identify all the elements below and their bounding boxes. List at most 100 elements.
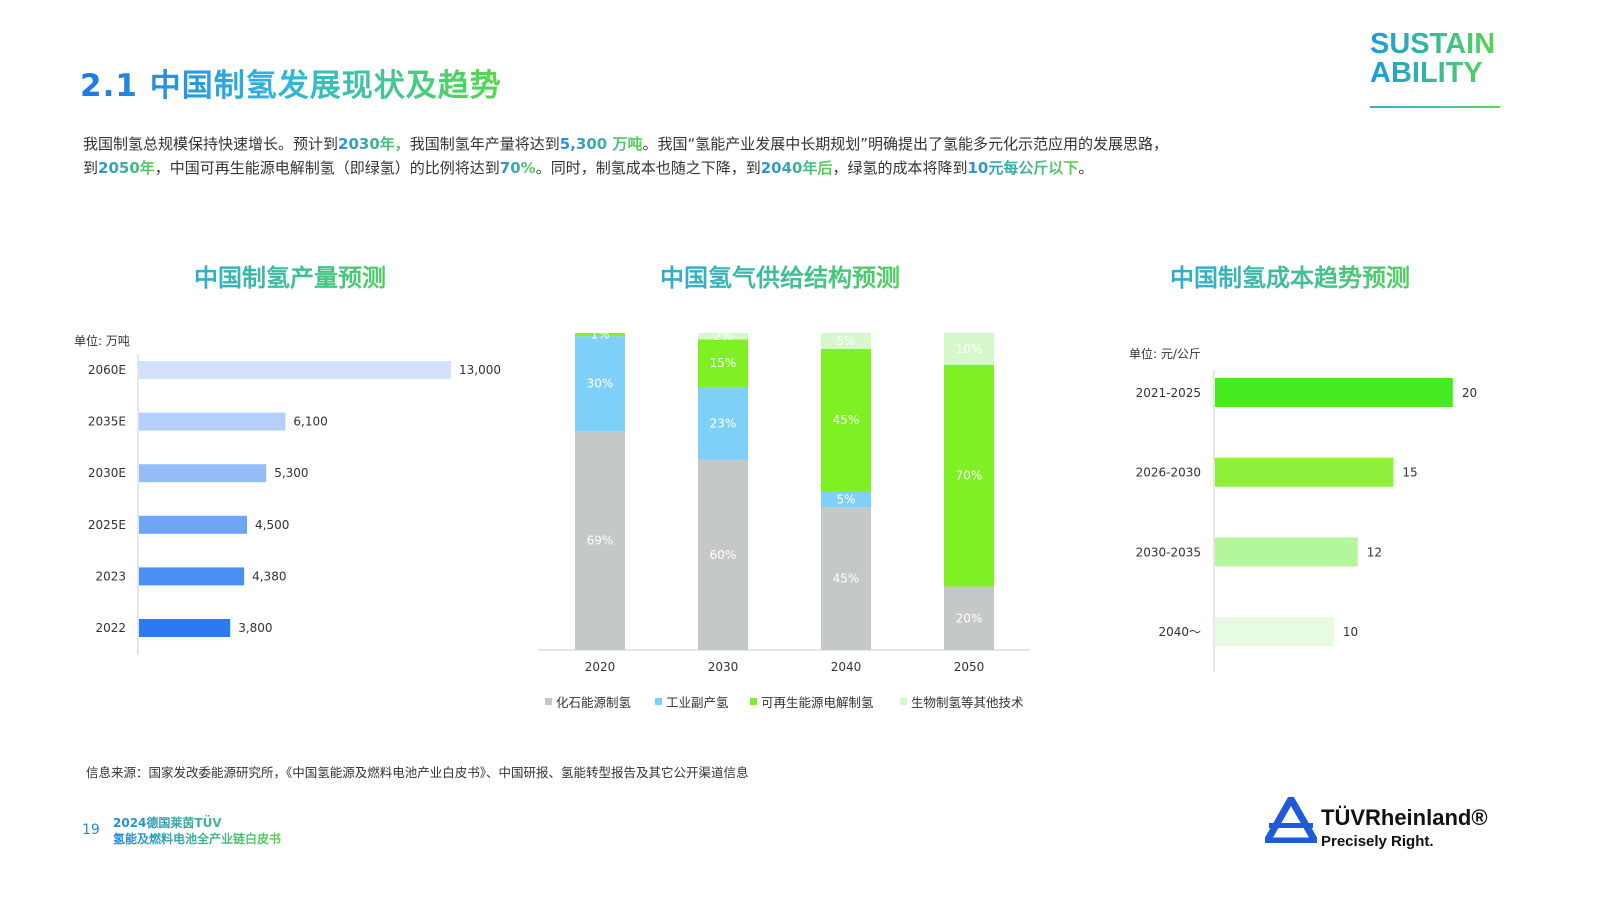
segment-label: 69% [587,534,614,548]
chart-title-cost-trend: 中国制氢成本趋势预测 [1130,258,1450,293]
footer-line-2: 氢能及燃料电池全产业链白皮书 [113,832,282,846]
value-label: 5,300 [274,466,308,480]
unit-label: 单位: 元/公斤 [1129,346,1201,361]
logo-rule [1370,106,1500,108]
bar-2035E [139,412,286,431]
unit-label: 单位: 万吨 [74,333,130,348]
stack-segment-2050 [944,364,994,587]
stack-segment-2050 [944,333,994,365]
bar-2025E [139,515,247,534]
value-label: 10 [1343,625,1358,639]
category-label: 2030-2035 [1136,545,1201,559]
stack-segment-2030 [698,386,748,460]
legend-swatch [900,698,907,705]
segment-label: 20% [956,611,983,625]
value-label: 12 [1367,545,1382,559]
cost-trend-chart: 单位: 元/公斤 2021-2025 20 2026-2030 15 2030-2035 1… [1129,346,1477,672]
segment-label: 45% [833,413,860,427]
bar-2023 [139,567,245,586]
legend-swatch [750,698,757,705]
segment-label: 70% [956,469,983,483]
production-forecast-chart: 单位: 万吨 2060E 13,000 2035E 6,100 2030E 5,300 202… [74,333,501,655]
stack-segment-2040 [821,491,871,508]
category-label: 2022 [95,621,126,635]
intro-text: 到 [83,159,99,177]
footer-line-1: 2024德国莱茵TÜV [113,816,222,830]
legend-label: 生物制氢等其他技术 [911,695,1024,710]
logo-line-1: SUSTAIN [1370,30,1500,59]
segment-label: 60% [710,548,737,562]
intro-text: 。我国“氢能产业发展中长期规划”明确提出了氢能多元化示范应用的发展思路， [642,135,1168,153]
bar-2022 [139,619,231,637]
value-label: 4,380 [252,569,286,583]
stack-segment-2050 [944,586,994,650]
bar-2021-2025 [1215,378,1453,407]
intro-highlight: 2050年 [98,159,155,177]
bar-2040～ [1215,617,1334,647]
intro-highlight: 2030年， [338,135,410,153]
category-label: 2030E [88,466,126,480]
stack-segment-2030 [698,333,748,340]
intro-highlight: 70% [499,159,536,177]
value-label: 4,500 [255,518,289,532]
value-label: 13,000 [459,363,501,377]
intro-text: ，中国可再生能源电解制氢（即绿氢）的比例将达到 [154,159,500,177]
bar-2030E [139,464,267,483]
tuv-name: TÜVRheinland® [1321,805,1488,830]
sustainability-logo: SUSTAIN ABILITY [1370,30,1500,108]
segment-label: 5% [836,334,855,348]
tuv-triangle-icon [1265,797,1317,843]
value-label: 6,100 [293,415,327,429]
category-label: 2020 [585,660,616,674]
source-note: 信息来源：国家发改委能源研究所，《中国氢能源及燃料电池产业白皮书》、中国研报、氢… [86,765,749,780]
category-label: 2030 [708,660,739,674]
chart-title-production: 中国制氢产量预测 [150,258,430,293]
legend-swatch [655,698,662,705]
intro-highlight: 10元每公斤以下 [967,159,1079,177]
category-label: 2060E [88,363,126,377]
intro-text: 。同时，制氢成本也随之下降，到 [535,159,761,177]
category-label: 2040 [831,660,862,674]
intro-highlight: 5,300 万吨 [559,135,643,153]
stack-segment-2030 [698,339,748,387]
intro-text: 我国制氢总规模保持快速增长。预计到 [83,135,339,153]
category-label: 2026-2030 [1136,466,1201,480]
segment-label: 2% [713,329,732,343]
stack-segment-2040 [821,333,871,349]
supply-structure-chart: 69% 30% 1% 2020 60% 23% 15% 2% 2030 45% 5% 45% 5% 204… [538,328,1030,710]
segment-label: 23% [710,416,737,430]
segment-label: 30% [587,377,614,391]
segment-label: 10% [956,342,983,356]
category-label: 2023 [95,569,126,583]
segment-label: 15% [710,356,737,370]
category-label: 2021-2025 [1136,386,1201,400]
footer-title: 2024德国莱茵TÜV 氢能及燃料电池全产业链白皮书 [113,815,281,847]
intro-highlight: 2040年后 [760,159,833,177]
tuv-logo: TÜVRheinland® Precisely Right. [1265,795,1505,855]
bar-2030-2035 [1215,537,1358,567]
value-label: 20 [1462,386,1477,400]
segment-label: 45% [833,572,860,586]
intro-text: 我国制氢年产量将达到 [409,135,560,153]
stack-segment-2020 [575,333,625,337]
intro-text: ，绿氢的成本将降到 [832,159,968,177]
bar-2026-2030 [1215,457,1394,487]
value-label: 3,800 [238,621,272,635]
bar-2060E [139,361,451,379]
page-number: 19 [82,822,100,838]
category-label: 2050 [954,660,985,674]
logo-line-2: ABILITY [1370,59,1500,88]
value-label: 15 [1402,466,1417,480]
stack-segment-2040 [821,348,871,492]
category-label: 2025E [88,518,126,532]
intro-text: 。 [1078,159,1094,177]
legend-label: 化石能源制氢 [556,695,632,710]
chart-title-supply-structure: 中国氢气供给结构预测 [620,258,940,293]
page-title: 2.1 中国制氢发展现状及趋势 [80,60,502,105]
category-label: 2035E [88,415,126,429]
legend-label: 工业副产氢 [666,695,729,710]
stack-segment-2040 [821,507,871,650]
legend-swatch [545,698,552,705]
legend-label: 可再生能源电解制氢 [761,695,874,710]
stack-segment-2020 [575,431,625,650]
